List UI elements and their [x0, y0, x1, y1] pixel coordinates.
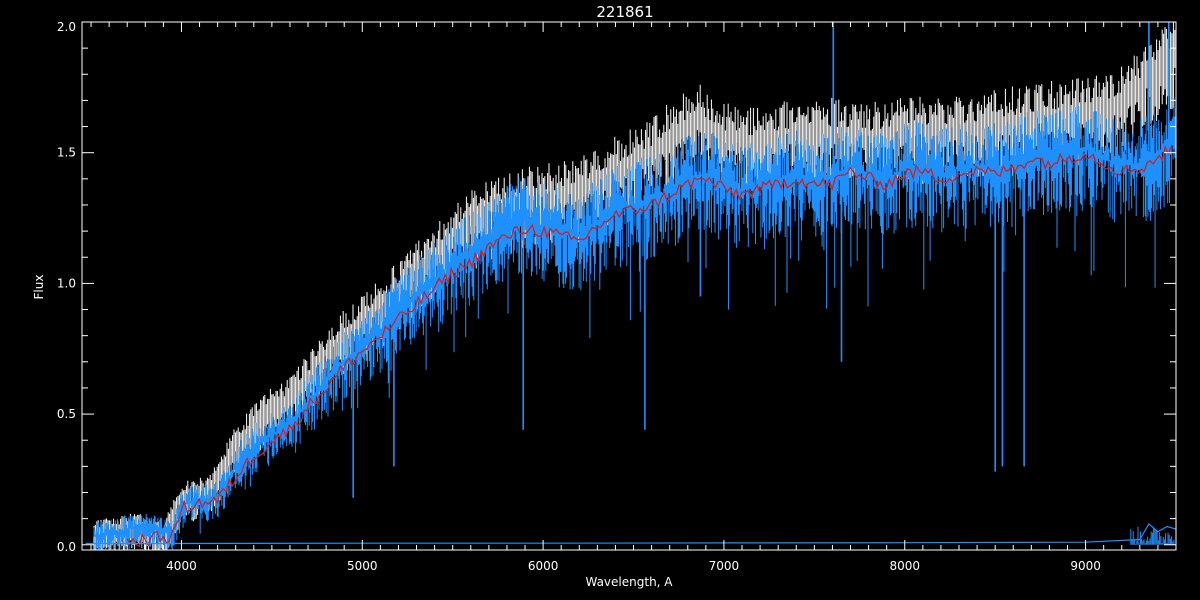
- x-tick-label: 7000: [709, 559, 740, 573]
- y-tick-label: 1.5: [57, 146, 76, 160]
- series-blue-error: [85, 522, 1177, 545]
- x-axis-label: Wavelength, A: [585, 575, 673, 589]
- x-tick-label: 5000: [347, 559, 378, 573]
- series-white-upper-envelope: [93, 22, 1176, 550]
- x-tick-label: 8000: [889, 559, 920, 573]
- y-tick-label: 1.0: [57, 276, 76, 290]
- axes-frame: [81, 21, 1177, 551]
- y-tick-label: 2.0: [57, 20, 76, 34]
- series-blue-observed: [93, 22, 1177, 550]
- y-tick-label: 0.5: [57, 407, 76, 421]
- y-axis-label: Flux: [32, 275, 46, 300]
- y-tick-label: 0.0: [57, 540, 76, 554]
- x-tick-label: 9000: [1070, 559, 1101, 573]
- series-red-model: [126, 145, 1172, 548]
- white-spectrum-trace: [93, 22, 1176, 550]
- tick-marks: [82, 21, 1177, 550]
- tick-labels: 4000 5000 6000 7000 8000 9000 0.0 0.5 1.0 1.5 2.0: [57, 20, 1101, 573]
- chart-title: 221861: [596, 3, 653, 21]
- plot-frame: [81, 21, 1177, 551]
- error-spectrum-trace: [85, 522, 1177, 545]
- red-model-trace: [126, 145, 1172, 548]
- x-tick-label: 6000: [528, 559, 559, 573]
- blue-spectrum-trace: [93, 97, 1177, 550]
- x-tick-label: 4000: [166, 559, 197, 573]
